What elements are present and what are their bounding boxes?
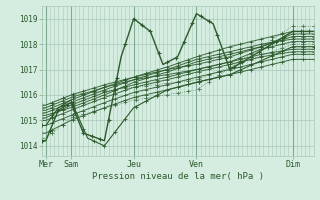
X-axis label: Pression niveau de la mer( hPa ): Pression niveau de la mer( hPa ) bbox=[92, 172, 264, 181]
